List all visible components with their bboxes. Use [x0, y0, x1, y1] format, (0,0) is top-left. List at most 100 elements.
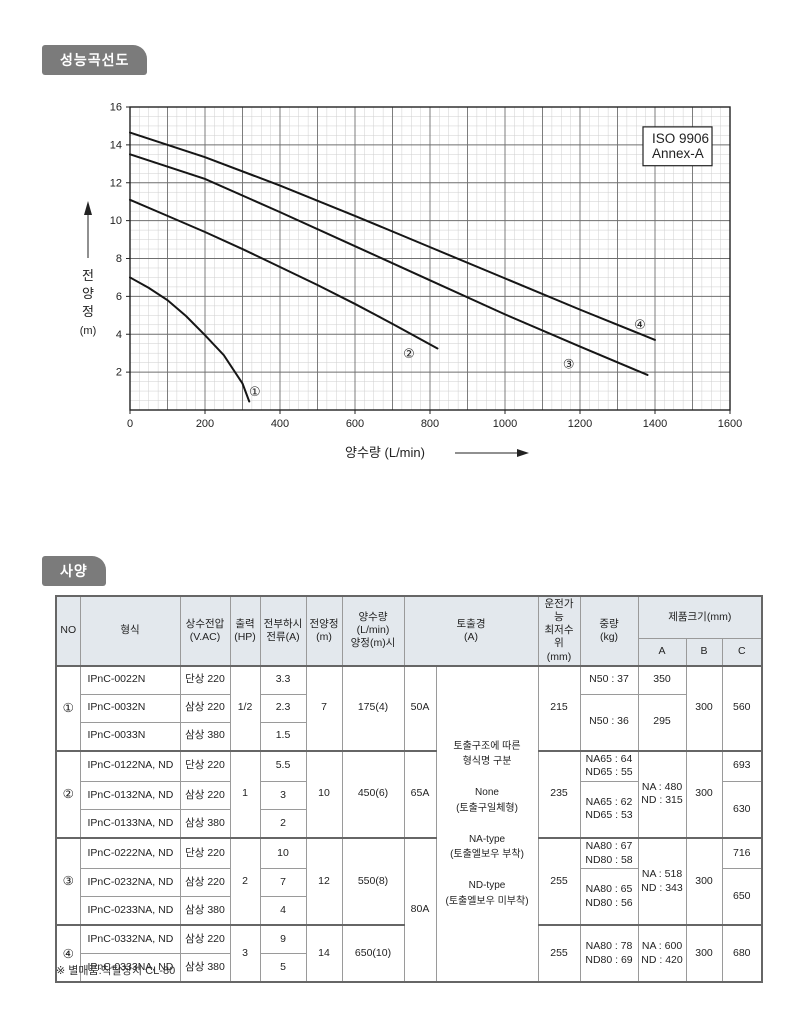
curve-label-2: ② [403, 346, 415, 361]
table-cell: 650 [721, 868, 763, 926]
y-tick-label: 6 [116, 291, 122, 303]
model-name: IPnC-0232NA, ND [79, 868, 181, 898]
table-row: ④ IPnC-0332NA, ND 삼상 220 3 9 14 650(10) 255 NA80… [55, 924, 763, 983]
y-tick-label: 16 [110, 102, 122, 114]
table-cell: 550(8) [341, 836, 405, 926]
col-header-voltage: 상수전압 (V.AC) [179, 595, 231, 667]
section-title-specifications: 사양 [42, 556, 106, 586]
specifications-table: NO 형식 상수전압 (V.AC) 출력 (HP) 전부하시 전류(A) 전양정 (m) 양… [55, 595, 764, 984]
table-row: IPnC-0132NA, ND 삼상 220 3 NA65 : 62 ND65 : 5… [56, 780, 763, 839]
table-cell: 1.5 [259, 721, 307, 752]
discharge-note: 토출구조에 따른 형식명 구분 None (토출구일체형) NA-type (토… [435, 664, 539, 983]
table-cell: NA : 600 ND : 420 [637, 924, 687, 983]
table-cell: 단상 220 [179, 836, 231, 870]
col-header-no: NO [55, 595, 81, 667]
footnote: ※ 별매품:착탈장치 CL-80 [56, 965, 176, 977]
table-cell: 단상 220 [179, 664, 231, 695]
table-cell: 235 [537, 749, 581, 839]
model-name: IPnC-0022N [79, 664, 181, 695]
table-cell: 12 [305, 836, 343, 926]
table-cell: 삼상 380 [179, 808, 231, 839]
model-name: IPnC-0233NA, ND [79, 896, 181, 926]
col-header-output: 출력 (HP) [229, 595, 261, 667]
model-name: IPnC-0033N [79, 721, 181, 752]
table-cell: 300 [685, 664, 723, 752]
table-cell: 630 [721, 780, 763, 839]
table-cell: 삼상 220 [179, 924, 231, 955]
model-name: IPnC-0132NA, ND [79, 780, 181, 810]
table-cell: 삼상 220 [179, 693, 231, 723]
table-cell: NA80 : 78 ND80 : 69 [579, 924, 639, 983]
svg-text:양: 양 [82, 286, 94, 301]
table-cell: 300 [685, 749, 723, 839]
table-cell: NA : 518 ND : 343 [637, 836, 687, 926]
pump-curve-4 [129, 131, 656, 341]
table-row: IPnC-0133NA, ND 삼상 380 2 [56, 808, 762, 839]
table-row: ② IPnC-0122NA, ND 단상 220 1 5.5 10 450(6) 65A 235… [55, 749, 763, 839]
svg-text:양수량 (L/min): 양수량 (L/min) [345, 445, 425, 460]
curve-label-4: ④ [634, 317, 646, 332]
table-row: ① IPnC-0022N 단상 220 1/2 3.3 7 175(4) 50A 토출구조에 따… [55, 664, 763, 983]
curve-label-3: ③ [563, 357, 575, 372]
table-cell: 65A [403, 749, 437, 839]
pump-curve-3 [129, 153, 649, 376]
group-number: ② [55, 749, 81, 839]
table-cell: 삼상 380 [179, 721, 231, 752]
col-header-size-b: B [685, 638, 723, 667]
table-cell: N50 : 37 [579, 664, 639, 695]
curve-label-1: ① [249, 384, 261, 399]
table-cell: 3 [259, 780, 307, 810]
svg-text:정: 정 [82, 304, 94, 319]
table-cell: 2 [229, 836, 261, 926]
model-name: IPnC-0332NA, ND [79, 924, 181, 955]
model-name: IPnC-0032N [79, 693, 181, 723]
col-header-flow: 양수량(L/min) 양정(m)시 [341, 595, 405, 667]
x-tick-label: 0 [127, 418, 133, 430]
table-cell: 삼상 380 [179, 953, 231, 983]
table-cell: 3 [229, 924, 261, 983]
y-tick-label: 4 [116, 329, 122, 341]
pump-curve-2 [129, 198, 439, 350]
tick-labels: 0 200 400 600 800 1000 1200 1400 1600 2 4 6 8 10 12 14 1… [110, 102, 742, 431]
iso-annotation-box [642, 126, 713, 167]
table-cell: 단상 220 [179, 749, 231, 782]
y-tick-label: 14 [110, 139, 122, 151]
x-axis-label: 양수량 (L/min) [345, 445, 529, 460]
table-cell: 삼상 220 [179, 780, 231, 810]
col-header-weight: 중량 (kg) [579, 595, 639, 667]
table-cell: 5.5 [259, 749, 307, 782]
table-cell: 2 [259, 808, 307, 839]
table-cell: N50 : 36 [579, 693, 639, 752]
table-cell: 215 [537, 664, 581, 752]
table-cell: 1 [229, 749, 261, 839]
table-cell: 255 [537, 836, 581, 926]
table-cell: 175(4) [341, 664, 405, 752]
table-cell: NA : 480 ND : 315 [637, 749, 687, 839]
major-grid [130, 107, 730, 410]
table-row: IPnC-0233NA, ND 삼상 380 4 [56, 896, 762, 926]
pump-curve-1 [129, 276, 251, 403]
col-header-size: 제품크기(mm) [637, 595, 763, 640]
x-tick-label: 1400 [643, 418, 667, 430]
table-cell: NA65 : 62 ND65 : 53 [579, 780, 639, 839]
table-cell: 삼상 220 [179, 868, 231, 898]
table-cell: 2.3 [259, 693, 307, 723]
table-cell: NA65 : 64 ND65 : 55 [579, 749, 639, 782]
table-cell: 80A [403, 836, 437, 983]
table-cell: 10 [259, 836, 307, 870]
table-cell: 300 [685, 836, 723, 926]
col-header-model: 형식 [79, 595, 181, 667]
x-tick-label: 400 [271, 418, 289, 430]
x-tick-label: 1000 [493, 418, 517, 430]
table-cell: 650(10) [341, 924, 405, 983]
table-row: IPnC-0232NA, ND 삼상 220 7 NA80 : 65 ND80 : 5… [56, 868, 763, 926]
x-tick-label: 1600 [718, 418, 742, 430]
group-number: ① [55, 664, 81, 752]
right-arrow-icon [517, 449, 529, 457]
table-cell: 9 [259, 924, 307, 955]
table-row: IPnC-0032N 삼상 220 2.3 N50 : 36 295 [56, 693, 762, 752]
y-tick-label: 2 [116, 367, 122, 379]
performance-chart-svg: 0 200 400 600 800 1000 1200 1400 1600 2 4 6 8 10 12 14 1… [80, 102, 742, 461]
table-cell: 450(6) [341, 749, 405, 839]
